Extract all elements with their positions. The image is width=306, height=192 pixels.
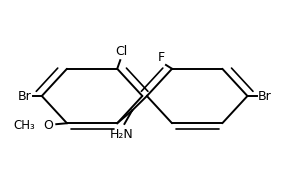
- Text: H₂N: H₂N: [110, 128, 133, 141]
- Text: Br: Br: [17, 89, 31, 103]
- Text: Br: Br: [258, 89, 272, 103]
- Text: Cl: Cl: [116, 45, 128, 58]
- Text: F: F: [157, 51, 164, 64]
- Text: O: O: [43, 119, 53, 132]
- Text: CH₃: CH₃: [13, 119, 35, 132]
